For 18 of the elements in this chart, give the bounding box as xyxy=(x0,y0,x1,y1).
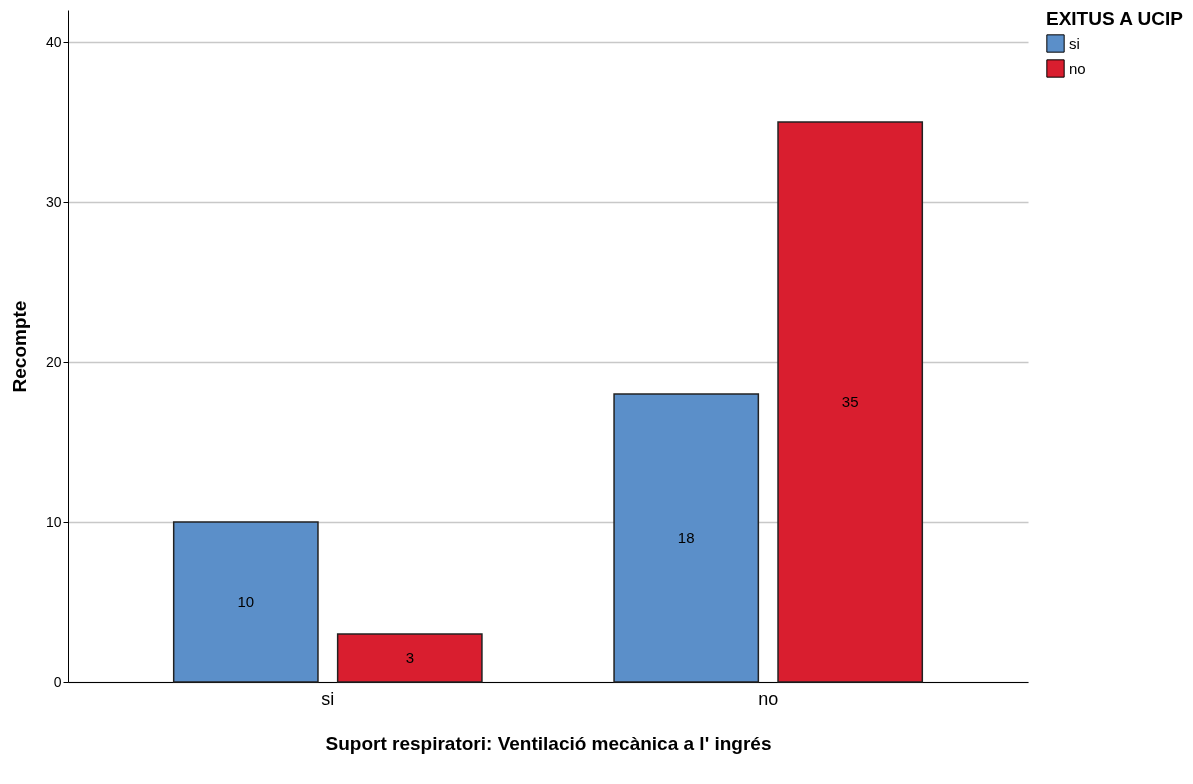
bar xyxy=(777,121,924,683)
y-tick-label: 0 xyxy=(53,673,62,690)
legend-label: no xyxy=(1069,59,1086,77)
legend-label: si xyxy=(1069,34,1080,52)
legend-title: EXITUS A UCIP xyxy=(1046,8,1184,29)
y-tick-label: 10 xyxy=(45,513,62,530)
bar xyxy=(336,633,483,683)
data-label: 10 xyxy=(237,593,255,610)
y-tick-label: 30 xyxy=(45,193,62,210)
y-axis-title: Recompte xyxy=(8,300,30,393)
data-label: 3 xyxy=(405,649,414,666)
bar xyxy=(613,393,760,683)
bar xyxy=(172,521,319,683)
y-tick-label: 20 xyxy=(45,353,62,370)
data-label: 35 xyxy=(841,393,859,410)
data-label: 18 xyxy=(677,529,695,546)
y-tick-label: 40 xyxy=(45,33,62,50)
x-axis-title: Suport respiratori: Ventilació mecànica a l' ingrés xyxy=(325,732,772,754)
